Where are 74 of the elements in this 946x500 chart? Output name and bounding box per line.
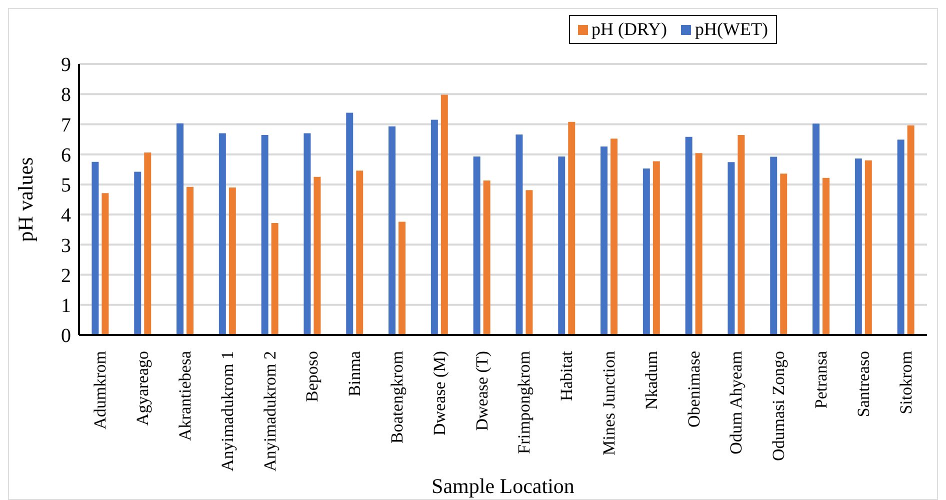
bar (346, 112, 354, 335)
y-tick-label: 2 (61, 264, 71, 287)
x-tick-label: Anyimadukrom 1 (218, 351, 237, 472)
bar (770, 156, 778, 335)
x-tick-label: Nkadum (642, 351, 661, 410)
bar (102, 193, 109, 335)
y-tick-label: 4 (61, 204, 71, 227)
bar (261, 135, 268, 335)
x-tick-label: Agyareago (133, 351, 152, 426)
bar (780, 174, 788, 335)
bar (271, 222, 278, 335)
x-tick-label: Dwease (M) (430, 351, 449, 436)
bar (218, 133, 226, 335)
bar (558, 156, 566, 335)
x-tick-label: Adumkrom (90, 351, 110, 430)
x-axis-title: Sample Location (432, 474, 575, 498)
x-tick-label: Odumasi Zongo (769, 351, 788, 462)
bar (685, 136, 692, 335)
y-tick-label: 6 (61, 144, 71, 166)
bar (600, 146, 608, 335)
y-tick-label: 0 (61, 325, 71, 348)
x-tick-label: Binma (345, 350, 364, 396)
x-tick-label: Anyimadukrom 2 (260, 351, 280, 472)
y-tick-label: 7 (61, 114, 71, 136)
bar (526, 190, 533, 335)
bar (388, 126, 396, 335)
y-tick-label: 5 (61, 174, 71, 197)
bar (864, 160, 872, 335)
bar (822, 178, 830, 335)
x-tick-label: Mines Junction (600, 350, 618, 456)
bar (907, 125, 914, 335)
x-tick-label: Obenimase (684, 351, 704, 428)
bar (516, 134, 523, 335)
x-tick-label: Santreaso (854, 351, 873, 418)
bar (728, 162, 735, 335)
y-axis-title: pH values (13, 157, 38, 242)
bar (304, 133, 311, 335)
bar (473, 156, 480, 335)
bar (642, 168, 650, 335)
bar (652, 161, 660, 335)
x-tick-label: Sitokrom (896, 351, 916, 414)
legend-label: pH (DRY) (590, 19, 668, 40)
bar (314, 176, 321, 335)
bar (854, 158, 862, 335)
bar (228, 187, 236, 335)
bar (186, 186, 194, 335)
bar (483, 180, 490, 335)
bar (695, 153, 702, 335)
legend-label: pH(WET) (694, 19, 768, 40)
y-tick-label: 1 (61, 294, 71, 317)
bar (144, 152, 152, 335)
bar (812, 124, 820, 335)
x-tick-label: Petransa (812, 350, 830, 409)
bar (897, 140, 904, 335)
x-tick-label: Akrantiebesa (176, 350, 194, 441)
x-tick-label: Frimpongkrom (514, 351, 534, 454)
bar (738, 135, 745, 335)
bar (176, 123, 184, 335)
bar (440, 94, 448, 335)
bar (356, 170, 364, 335)
y-tick-label: 9 (61, 54, 71, 76)
x-tick-label: Habitat (557, 350, 576, 402)
bar (92, 162, 99, 335)
x-tick-label: Beposo (302, 351, 322, 402)
bar (610, 138, 618, 335)
bar (568, 122, 576, 335)
y-tick-label: 3 (61, 234, 71, 257)
x-tick-label: Dwease (T) (472, 351, 492, 431)
x-tick-label: Boatengkrom (388, 351, 406, 444)
y-tick-label: 8 (61, 84, 71, 106)
bar (398, 222, 406, 335)
bar (430, 120, 438, 335)
bar (134, 172, 142, 335)
x-tick-label: Odum Ahyeam (726, 351, 746, 454)
